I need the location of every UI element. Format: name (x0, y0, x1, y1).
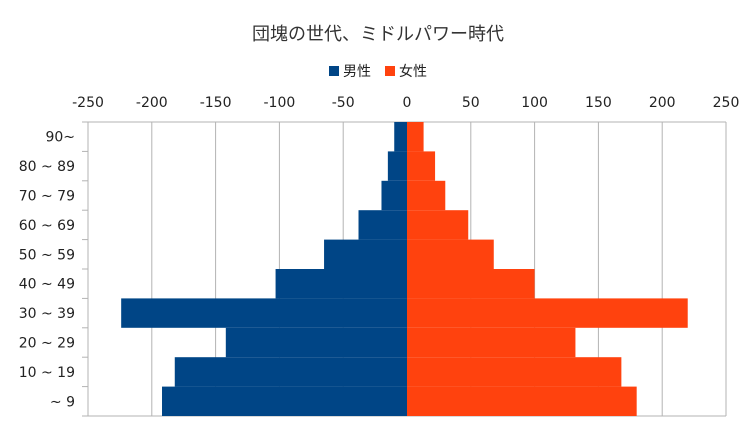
bar-female (407, 269, 535, 299)
x-tick-label: 50 (462, 95, 480, 111)
x-tick-label: 250 (713, 95, 740, 111)
x-tick-label: 150 (585, 95, 612, 111)
x-tick-label: -50 (332, 95, 355, 111)
bar-male (174, 357, 407, 387)
bar-male (162, 386, 407, 416)
bar-male (387, 151, 407, 181)
legend-swatch-female (385, 66, 395, 76)
bar-female (407, 298, 688, 328)
x-tick-label: -200 (136, 95, 168, 111)
legend-item-female: 女性 (385, 61, 427, 81)
y-tick-label: 30 ~ 39 (19, 306, 75, 322)
bar-female (407, 122, 424, 152)
x-tick-label: -250 (72, 95, 104, 111)
legend: 男性 女性 (0, 61, 756, 81)
x-tick-label: -150 (200, 95, 232, 111)
legend-item-male: 男性 (329, 61, 371, 81)
bar-male (225, 327, 407, 358)
bar-male (394, 122, 407, 152)
bar-male (275, 269, 407, 299)
bar-female (407, 210, 469, 240)
y-tick-label: 70 ~ 79 (19, 189, 75, 205)
y-tick-label: 50 ~ 59 (19, 247, 75, 263)
bar-female (407, 239, 494, 269)
x-tick-label: 200 (649, 95, 676, 111)
y-tick-label: 20 ~ 29 (19, 336, 75, 352)
bar-male (358, 210, 407, 240)
y-tick-label: 90~ (45, 130, 75, 146)
bar-female (407, 180, 446, 211)
chart-title: 団塊の世代、ミドルパワー時代 (252, 24, 504, 45)
legend-swatch-male (329, 66, 339, 76)
bar-male (121, 298, 408, 328)
bar-male (381, 180, 407, 211)
legend-label-female: 女性 (399, 64, 427, 80)
y-tick-label: 10 ~ 19 (19, 365, 75, 381)
bar-female (407, 327, 576, 358)
bar-female (407, 357, 622, 387)
y-tick-label: 60 ~ 69 (19, 218, 75, 234)
y-tick-label: 40 ~ 49 (19, 277, 75, 293)
x-tick-label: 0 (403, 95, 412, 111)
bar-female (407, 151, 436, 181)
y-tick-label: 80 ~ 89 (19, 159, 75, 175)
bar-female (407, 386, 637, 416)
y-tick-label: ~ 9 (50, 394, 75, 410)
x-tick-label: -100 (264, 95, 296, 111)
legend-label-male: 男性 (343, 64, 371, 80)
bar-male (324, 239, 407, 269)
x-tick-label: 100 (521, 95, 548, 111)
